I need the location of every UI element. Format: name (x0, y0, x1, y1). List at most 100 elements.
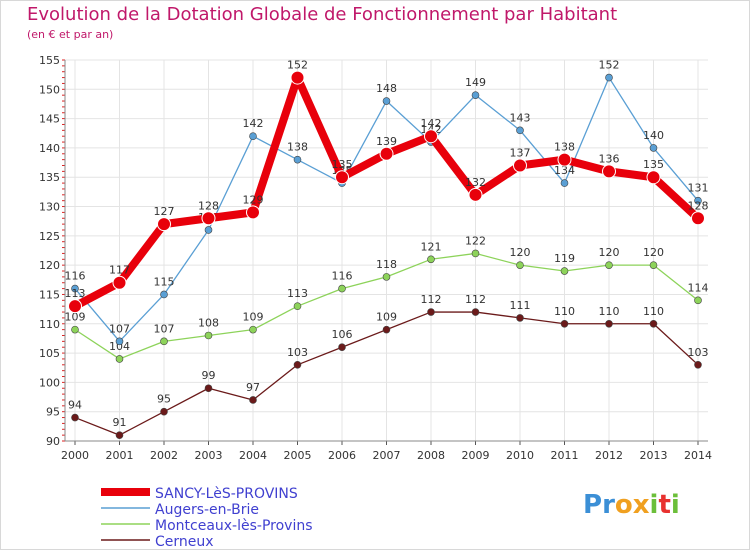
series-montceaux-l-s-provins: 109 104 107 108 109 113 116 118 121 122 120 119 120 1… (65, 234, 709, 363)
data-point (468, 187, 483, 202)
legend-label: Cerneux (155, 534, 214, 550)
data-label: 107 (154, 322, 175, 335)
data-label: 137 (510, 147, 531, 160)
data-label: 135 (332, 158, 353, 171)
data-point (649, 319, 658, 328)
data-label: 103 (688, 346, 709, 359)
x-tick-label: 2000 (61, 449, 89, 462)
data-label: 142 (243, 117, 264, 130)
data-label: 140 (643, 129, 664, 142)
proxiti-logo: Proxiti (583, 490, 680, 520)
data-label: 138 (287, 141, 308, 154)
y-tick-label: 110 (39, 318, 60, 331)
data-label: 97 (246, 381, 260, 394)
data-point (246, 205, 260, 220)
data-label: 110 (599, 305, 620, 318)
y-tick-label: 90 (46, 435, 60, 448)
data-point (379, 146, 394, 161)
data-label: 109 (65, 311, 86, 324)
y-tick-label: 125 (39, 230, 60, 243)
grid (65, 59, 708, 442)
data-label: 142 (421, 117, 442, 130)
data-point (157, 217, 171, 232)
data-point (694, 196, 702, 205)
data-point (160, 407, 168, 416)
logo-letter: r (602, 490, 615, 520)
data-label: 143 (510, 111, 531, 124)
data-label: 95 (157, 393, 171, 406)
data-label: 91 (113, 416, 127, 429)
data-point (560, 319, 569, 328)
data-label: 119 (554, 252, 575, 265)
x-tick-label: 2009 (462, 449, 490, 462)
data-label: 94 (68, 399, 82, 412)
y-tick-label: 120 (39, 259, 60, 272)
data-label: 136 (599, 152, 620, 165)
data-label: 139 (376, 135, 397, 148)
data-label: 131 (688, 182, 709, 195)
x-tick-label: 2005 (284, 449, 312, 462)
data-point (649, 261, 658, 269)
data-point (646, 170, 661, 185)
data-label: 128 (688, 199, 709, 212)
data-label: 128 (198, 199, 219, 212)
data-point (605, 261, 613, 269)
x-tick-label: 2008 (417, 449, 445, 462)
data-point (382, 325, 391, 334)
data-point (160, 337, 168, 346)
data-point (427, 255, 435, 264)
data-label: 152 (287, 59, 308, 72)
data-point (293, 155, 302, 164)
data-point (560, 267, 569, 275)
data-point (516, 261, 524, 269)
data-label: 99 (202, 369, 216, 382)
x-tick-label: 2013 (640, 449, 668, 462)
y-tick-label: 140 (39, 142, 60, 155)
data-label: 116 (65, 270, 86, 283)
x-tick-label: 2010 (506, 449, 534, 462)
x-tick-label: 2006 (328, 449, 356, 462)
data-point (427, 308, 435, 316)
y-tick-label: 105 (39, 347, 60, 360)
data-label: 107 (109, 322, 130, 335)
data-point (602, 164, 616, 179)
data-point (201, 211, 216, 226)
data-label: 114 (688, 281, 709, 294)
data-label: 132 (465, 176, 486, 189)
data-point (71, 325, 79, 334)
data-label: 129 (243, 193, 264, 206)
data-point (691, 211, 705, 226)
axes: 90 95 100 105 110 115 120 125 130 135 140 145 150 155… (39, 54, 712, 462)
logo-letter: i (670, 490, 680, 520)
series-layer: 94 91 95 99 97 103 106 109 112 112 111 110 110 110 103… (65, 59, 709, 439)
x-tick-label: 2014 (684, 449, 712, 462)
data-point (694, 296, 702, 305)
data-label: 113 (287, 287, 308, 300)
data-label: 122 (465, 234, 486, 247)
series-cerneux: 94 91 95 99 97 103 106 109 112 112 111 110 110 110 103 (68, 293, 709, 439)
data-point (249, 132, 257, 140)
data-point (204, 331, 213, 340)
data-point (382, 97, 391, 105)
data-label: 120 (643, 246, 664, 259)
x-tick-label: 2002 (150, 449, 178, 462)
data-point (204, 384, 213, 393)
y-tick-label: 145 (39, 113, 60, 126)
chart-subtitle: (en € et par an) (27, 28, 114, 41)
data-point (68, 299, 82, 314)
x-tick-label: 2011 (551, 449, 579, 462)
data-point (249, 396, 257, 404)
data-label: 104 (109, 340, 130, 353)
y-tick-label: 150 (39, 83, 60, 96)
data-label: 106 (332, 328, 353, 341)
data-label: 111 (510, 299, 531, 312)
data-point (293, 360, 302, 369)
data-label: 109 (376, 311, 397, 324)
data-label: 120 (510, 246, 531, 259)
data-point (471, 91, 480, 99)
data-point (71, 413, 79, 422)
data-point (382, 273, 391, 281)
logo-letter: t (658, 490, 671, 520)
data-point (335, 170, 349, 185)
data-point (293, 302, 302, 310)
